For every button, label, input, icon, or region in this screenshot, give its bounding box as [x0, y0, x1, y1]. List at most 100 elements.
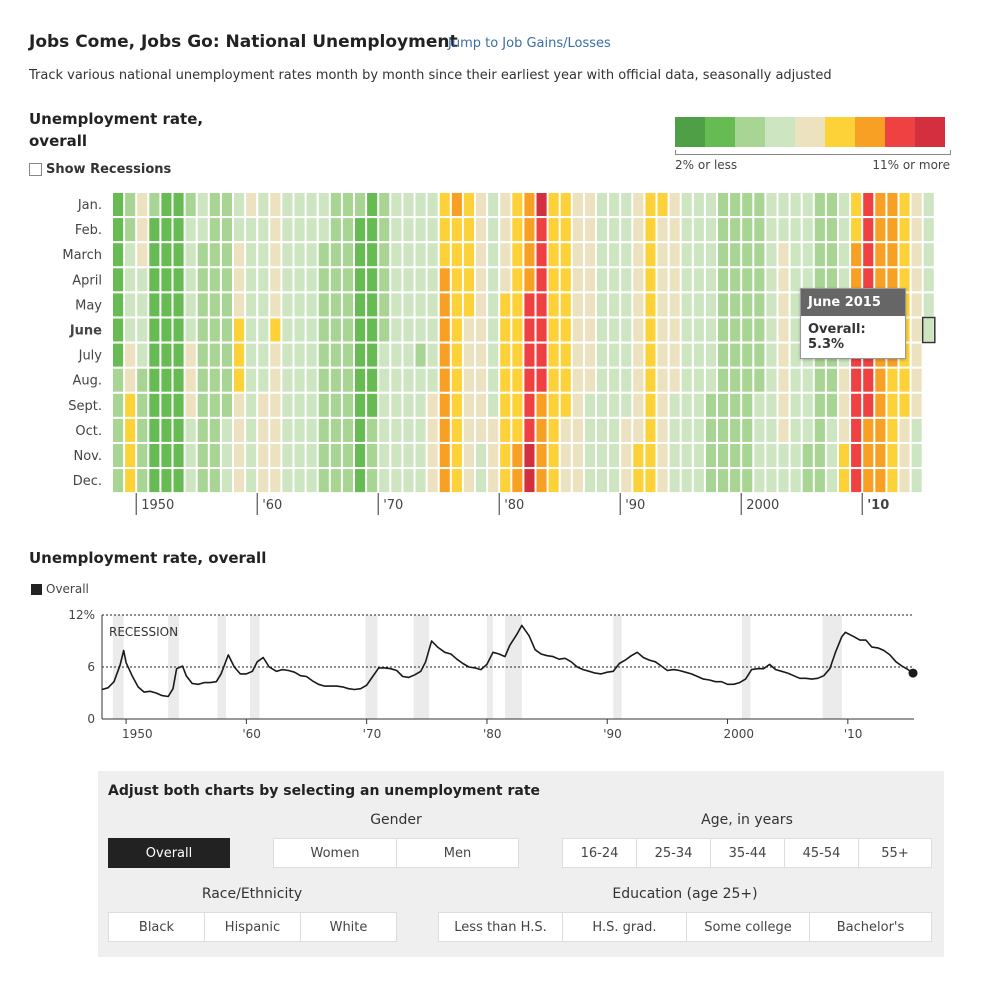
heatmap-cell — [463, 268, 474, 292]
race-group-label: Race/Ethnicity — [201, 886, 303, 902]
heatmap-cell — [633, 218, 644, 242]
race-button-hispanic[interactable]: Hispanic — [204, 912, 301, 942]
heatmap-cell — [379, 193, 390, 216]
heatmap-cell — [766, 393, 777, 417]
heatmap-chart[interactable]: Jan. Feb. March April May June July Aug. Sept. Oc… — [0, 0, 993, 530]
heatmap-cell — [826, 418, 837, 442]
heatmap-cell — [875, 218, 886, 242]
heatmap-cell — [609, 268, 620, 292]
heatmap-cell — [427, 193, 438, 216]
heatmap-cell — [463, 393, 474, 417]
heatmap-cell — [766, 343, 777, 367]
heatmap-cell — [754, 218, 765, 242]
heatmap-cell — [548, 218, 559, 242]
jump-link[interactable]: Jump to Job Gains/Losses — [448, 36, 611, 51]
heatmap-cell — [306, 469, 317, 493]
heatmap-cell — [185, 218, 196, 242]
heatmap-cell — [863, 218, 874, 242]
heatmap-cell — [463, 293, 474, 317]
show-recessions-checkbox[interactable]: Show Recessions — [29, 162, 171, 177]
heatmap-cell — [621, 318, 632, 342]
heatmap-cell — [149, 444, 160, 467]
heatmap-cell — [294, 243, 305, 267]
heatmap-row-label: Feb. — [75, 223, 102, 238]
gender-button-men[interactable]: Men — [396, 838, 519, 868]
heatmap-cell — [863, 368, 874, 392]
heatmap-cell — [330, 218, 341, 242]
heatmap-cell — [645, 469, 656, 493]
heatmap-cell — [500, 318, 511, 342]
heatmap-cell — [633, 469, 644, 493]
heatmap-cell — [488, 343, 499, 367]
heatmap-cell — [427, 368, 438, 392]
heatmap-cell — [790, 469, 801, 493]
heatmap-cell — [681, 444, 692, 467]
heatmap-cell — [197, 318, 208, 342]
education-button-some-college[interactable]: Some college — [686, 912, 810, 942]
age-button-35-44[interactable]: 35-44 — [710, 838, 785, 868]
age-button-25-34[interactable]: 25-34 — [636, 838, 711, 868]
heatmap-cell — [476, 368, 487, 392]
heatmap-cell — [899, 268, 910, 292]
heatmap-cell — [415, 368, 426, 392]
heatmap-cell — [451, 243, 462, 267]
education-button-bachelors[interactable]: Bachelor's — [809, 912, 932, 942]
education-button-hs-grad[interactable]: H.S. grad. — [562, 912, 687, 942]
heatmap-cell — [887, 268, 898, 292]
heatmap-cell — [427, 444, 438, 467]
heatmap-cell — [548, 469, 559, 493]
race-button-white[interactable]: White — [300, 912, 397, 942]
age-button-55-plus[interactable]: 55+ — [858, 838, 932, 868]
heatmap-cell — [197, 243, 208, 267]
heatmap-cell — [234, 469, 245, 493]
heatmap-cell — [899, 368, 910, 392]
heatmap-cell — [560, 444, 571, 467]
heatmap-cell — [669, 469, 680, 493]
heatmap-cell — [851, 469, 862, 493]
heatmap-cell — [113, 218, 124, 242]
recession-band — [741, 615, 751, 719]
checkbox-icon[interactable] — [29, 163, 42, 176]
heatmap-cell — [802, 268, 813, 292]
heatmap-cell — [246, 393, 257, 417]
heatmap-cell — [669, 418, 680, 442]
age-button-45-54[interactable]: 45-54 — [784, 838, 859, 868]
heatmap-cell — [318, 318, 329, 342]
heatmap-cell — [415, 218, 426, 242]
heatmap-cell — [778, 418, 789, 442]
x-tick-label: '70 — [363, 727, 382, 741]
heatmap-cell — [125, 243, 136, 267]
heatmap-cell — [427, 418, 438, 442]
heatmap-cell — [621, 293, 632, 317]
gender-button-women[interactable]: Women — [273, 838, 397, 868]
heatmap-cell — [548, 293, 559, 317]
heatmap-cell — [161, 293, 172, 317]
legend-swatch-2 — [735, 117, 765, 147]
heatmap-cell — [258, 243, 269, 267]
heatmap-cell — [234, 293, 245, 317]
heatmap-cell — [355, 293, 366, 317]
heatmap-cell — [125, 318, 136, 342]
heatmap-cell — [851, 368, 862, 392]
heatmap-cell — [693, 393, 704, 417]
recession-band — [413, 615, 430, 719]
education-button-less-than-hs[interactable]: Less than H.S. — [438, 912, 563, 942]
heatmap-cell — [584, 444, 595, 467]
heatmap-cell — [705, 193, 716, 216]
overall-button[interactable]: Overall — [108, 838, 230, 868]
heatmap-cell — [149, 469, 160, 493]
heatmap-cell — [584, 418, 595, 442]
race-button-black[interactable]: Black — [108, 912, 205, 942]
heatmap-cell — [669, 393, 680, 417]
heatmap-cell — [246, 293, 257, 317]
heatmap-cell — [185, 343, 196, 367]
heatmap-cell — [730, 393, 741, 417]
heatmap-cell — [572, 444, 583, 467]
heatmap-cell — [403, 218, 414, 242]
heatmap-cell — [342, 218, 353, 242]
heatmap-cell — [197, 193, 208, 216]
heatmap-cell — [899, 469, 910, 493]
heatmap-cell — [633, 293, 644, 317]
age-button-16-24[interactable]: 16-24 — [562, 838, 637, 868]
heatmap-cell — [524, 469, 535, 493]
